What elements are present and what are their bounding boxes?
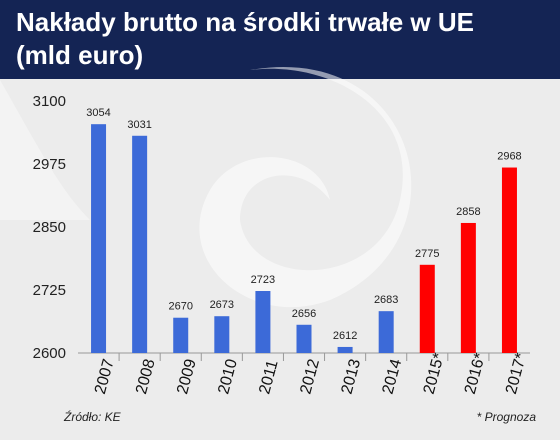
data-label: 2670: [168, 301, 192, 313]
bar: [460, 222, 476, 353]
data-label: 2968: [497, 151, 521, 163]
data-label: 2683: [374, 294, 398, 306]
x-tick-label: 2009: [174, 357, 200, 396]
x-tick-label: 2007: [92, 357, 118, 396]
bar: [501, 167, 517, 353]
x-tick-label: 2010: [215, 357, 241, 396]
bar: [378, 311, 394, 353]
header-banner: Nakłady brutto na środki trwałe w UE (ml…: [0, 0, 560, 79]
data-label: 2858: [456, 206, 480, 218]
data-label: 3054: [86, 107, 110, 119]
x-tick-label: 2012: [297, 357, 323, 396]
x-tick-label: 2015*: [421, 351, 448, 396]
x-tick-label: 2017*: [503, 351, 530, 396]
bar: [132, 135, 148, 353]
forecast-note: * Prognoza: [476, 410, 536, 424]
x-tick-label: 2014: [380, 357, 406, 396]
x-tick-label: 2008: [133, 357, 159, 396]
data-label: 2775: [415, 248, 439, 260]
data-label: 2656: [292, 308, 316, 320]
data-label: 2723: [251, 274, 275, 286]
y-tick-label: 2850: [33, 219, 66, 236]
bar: [173, 317, 189, 353]
bar: [91, 124, 107, 354]
y-tick-label: 2725: [33, 282, 66, 299]
source-note: Źródło: KE: [64, 410, 121, 424]
y-tick-label: 3100: [33, 93, 66, 110]
bar: [296, 324, 312, 353]
data-label: 3031: [127, 119, 151, 131]
bar: [214, 316, 230, 353]
y-tick-label: 2975: [33, 156, 66, 173]
bar: [419, 264, 435, 353]
x-tick-label: 2013: [339, 357, 365, 396]
y-tick-label: 2600: [33, 345, 66, 362]
data-label: 2612: [333, 330, 357, 342]
x-tick-label: 2011: [256, 358, 281, 396]
bar: [337, 346, 353, 353]
chart-title: Nakłady brutto na środki trwałe w UE (ml…: [16, 7, 474, 70]
data-label: 2673: [210, 299, 234, 311]
bar: [255, 291, 271, 353]
x-tick-label: 2016*: [462, 351, 489, 396]
